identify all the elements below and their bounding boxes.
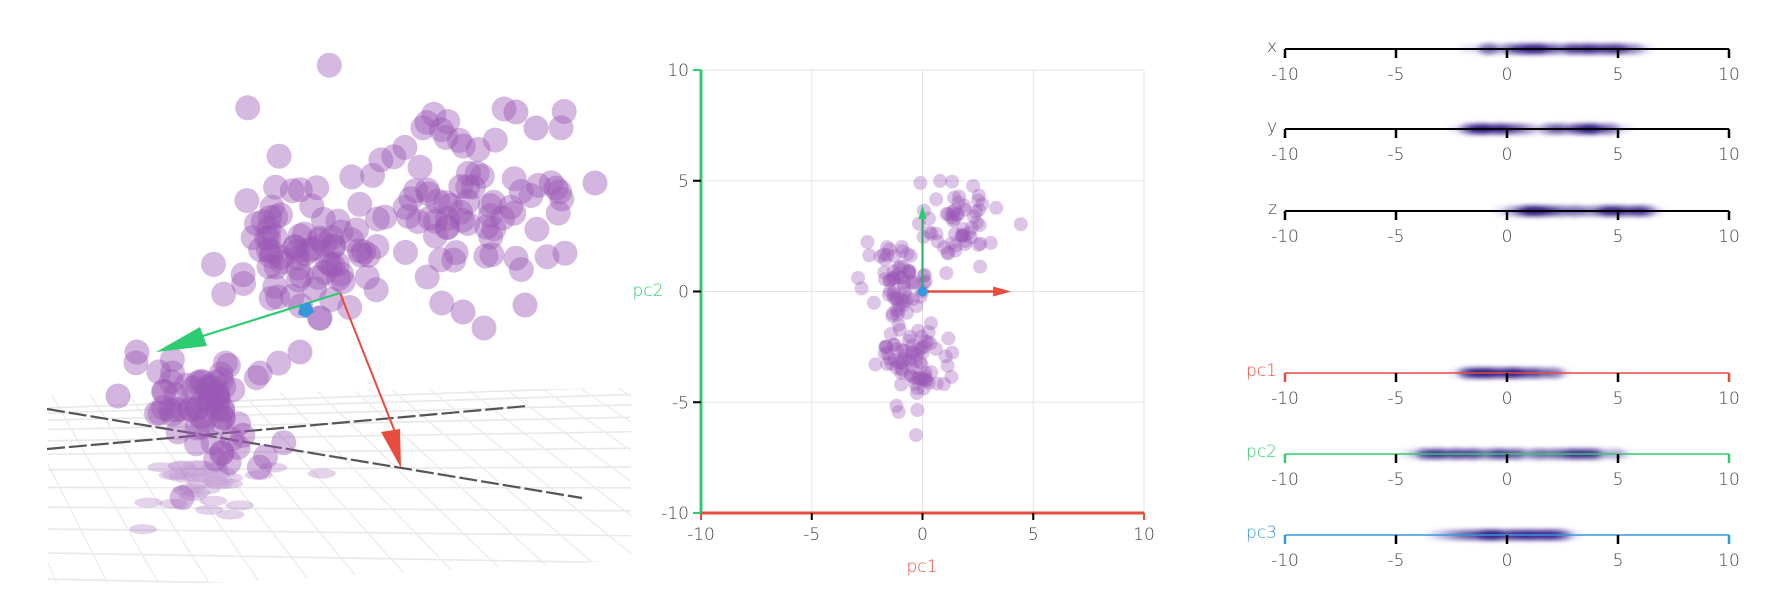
x-tick-label: -10 (687, 525, 715, 545)
tick-label: 0 (1502, 145, 1513, 165)
tick-label: 0 (1502, 227, 1513, 247)
strip-pc1: -10 -5 0 5 10 pc1 (1246, 361, 1740, 409)
strip-x: -10 -5 0 5 10 x (1267, 37, 1740, 85)
tick-label: -5 (1388, 145, 1405, 165)
y-axis-label: pc2 (633, 281, 664, 301)
tick-label: 0 (1502, 65, 1513, 85)
y-tick-label: 5 (678, 172, 689, 192)
strip-label: y (1267, 117, 1277, 137)
x-tick-label: 10 (1133, 525, 1155, 545)
tick-label: 5 (1613, 65, 1624, 85)
strip-z: -10 -5 0 5 10 z (1268, 199, 1740, 247)
tick-label: 5 (1613, 145, 1624, 165)
tick-label: -10 (1271, 551, 1299, 571)
pca-2d-projection-panel: -10 -5 0 5 10 10 5 0 -5 -10 pc1 pc2 (620, 0, 1200, 606)
tick-label: 10 (1718, 551, 1740, 571)
tick-label: 10 (1718, 470, 1740, 490)
pca-2d-scatter-plot: -10 -5 0 5 10 10 5 0 -5 -10 pc1 pc2 (620, 0, 1200, 606)
3d-scatter-panel[interactable] (0, 0, 640, 606)
x-tick-label: 0 (917, 525, 928, 545)
y-tick-label: -5 (672, 393, 689, 413)
tick-label: 5 (1613, 470, 1624, 490)
strip-label: pc2 (1246, 442, 1277, 462)
marginal-strip-plots: -10 -5 0 5 10 x -10 -5 0 5 10 y -10 -5 0 5 10 z -10 -5 0 5 10 p… (1200, 0, 1774, 606)
tick-label: -10 (1271, 389, 1299, 409)
strip-y: -10 -5 0 5 10 y (1267, 117, 1740, 165)
point-cloud (106, 53, 608, 510)
strip-label: z (1268, 199, 1277, 219)
tick-label: 5 (1613, 389, 1624, 409)
x-tick-label: -5 (803, 525, 820, 545)
tick-label: -10 (1271, 470, 1299, 490)
tick-label: 0 (1502, 389, 1513, 409)
tick-label: 5 (1613, 551, 1624, 571)
floor-grid (0, 386, 640, 606)
tick-label: 10 (1718, 227, 1740, 247)
tick-label: -5 (1388, 470, 1405, 490)
tick-label: 5 (1613, 227, 1624, 247)
x-axis-label: pc1 (907, 557, 938, 577)
tick-label: -5 (1388, 389, 1405, 409)
tick-label: -10 (1271, 227, 1299, 247)
strip-label: x (1267, 37, 1277, 57)
strip-pc3: -10 -5 0 5 10 pc3 (1246, 523, 1740, 571)
3d-scatter-canvas[interactable] (0, 0, 640, 606)
tick-label: 0 (1502, 470, 1513, 490)
tick-label: 10 (1718, 65, 1740, 85)
pc1-arrow-shaft (340, 293, 397, 437)
x-tick-label: 5 (1028, 525, 1039, 545)
y-tick-label: 10 (667, 61, 689, 81)
tick-label: 0 (1502, 551, 1513, 571)
y-tick-label: -10 (661, 504, 689, 524)
pc1-arrowhead-icon (993, 287, 1011, 297)
strip-pc2: -10 -5 0 5 10 pc2 (1246, 442, 1740, 490)
strip-label: pc1 (1246, 361, 1277, 381)
tick-label: 10 (1718, 145, 1740, 165)
pc2-arrowhead-icon (156, 327, 207, 352)
y-tick-label: 0 (678, 283, 689, 303)
tick-label: -5 (1388, 65, 1405, 85)
tick-label: -10 (1271, 145, 1299, 165)
pc3-marker-icon (918, 287, 928, 297)
tick-label: -5 (1388, 551, 1405, 571)
tick-label: 10 (1718, 389, 1740, 409)
strip-label: pc3 (1246, 523, 1277, 543)
tick-label: -10 (1271, 65, 1299, 85)
tick-label: -5 (1388, 227, 1405, 247)
marginal-distributions-panel: -10 -5 0 5 10 x -10 -5 0 5 10 y -10 -5 0 5 10 z -10 -5 0 5 10 p… (1200, 0, 1774, 606)
